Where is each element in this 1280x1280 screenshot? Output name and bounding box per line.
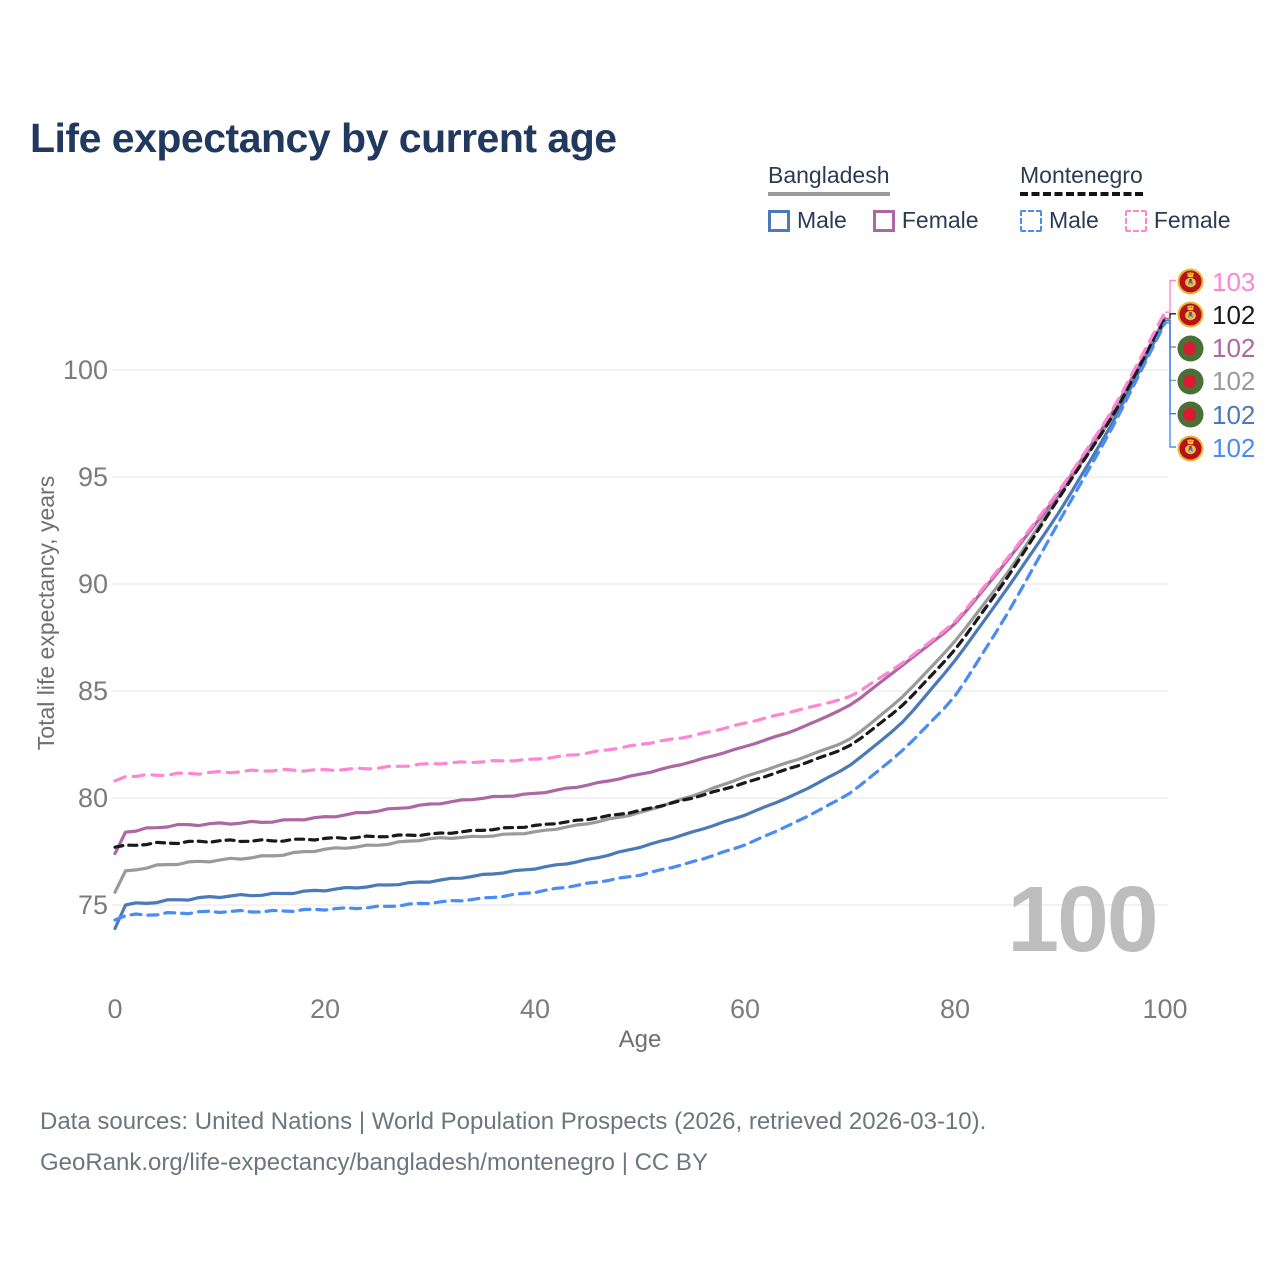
end-label-row: 102 (1177, 400, 1255, 430)
bangladesh-flag-icon (1177, 368, 1204, 395)
y-tick-label: 80 (77, 783, 108, 813)
legend-group-montenegro: Montenegro Male Female (1020, 162, 1231, 234)
end-value: 102 (1212, 333, 1256, 364)
x-tick-label: 60 (729, 994, 761, 1024)
legend-label: Female (901, 207, 979, 233)
end-value: 102 (1212, 399, 1256, 430)
x-tick-label: 0 (107, 994, 123, 1024)
line-swatch-icon (1124, 209, 1147, 232)
x-tick-label: 20 (309, 994, 341, 1024)
montenegro-flag-icon (1177, 435, 1204, 462)
leader-line (1165, 320, 1176, 415)
leader-line (1165, 279, 1176, 313)
end-value: 103 (1212, 266, 1256, 297)
series-line-bgd_female (113, 317, 1167, 856)
x-axis-title: Age (618, 1026, 662, 1053)
bangladesh-flag-icon (1177, 401, 1204, 428)
series-line-mne_total (113, 317, 1167, 849)
y-tick-label: 100 (62, 355, 108, 385)
leader-line (1165, 313, 1176, 320)
y-tick-label: 85 (77, 676, 108, 706)
series-line-bgd_male (113, 319, 1167, 931)
series-line-mne_male (113, 321, 1167, 922)
legend-items-montenegro: Male Female (1020, 207, 1231, 234)
leader-line (1165, 319, 1176, 382)
legend-item-bangladesh-female[interactable]: Female (872, 207, 979, 234)
line-swatch-icon (1020, 209, 1042, 232)
end-label-row: 102 (1177, 333, 1255, 363)
legend-item-montenegro-male[interactable]: Male (1020, 207, 1099, 234)
y-tick-label: 75 (77, 890, 108, 920)
line-swatch-icon (872, 209, 895, 232)
legend-label: Male (797, 207, 847, 233)
end-value: 102 (1212, 366, 1256, 397)
data-sources-text: Data sources: United Nations | World Pop… (40, 1108, 987, 1135)
y-tick-label: 95 (77, 462, 108, 492)
series-line-bgd_total (113, 318, 1167, 894)
attribution-text: GeoRank.org/life-expectancy/bangladesh/m… (40, 1149, 708, 1176)
leader-line (1165, 317, 1176, 348)
legend-item-bangladesh-male[interactable]: Male (768, 207, 847, 234)
end-label-row: 102 (1177, 300, 1255, 330)
end-label-row: 102 (1177, 366, 1255, 396)
legend-label: Female (1153, 207, 1231, 233)
line-swatch-icon (768, 209, 790, 232)
montenegro-flag-icon (1177, 301, 1204, 328)
legend-country-bangladesh: Bangladesh (768, 162, 890, 196)
y-tick-label: 90 (77, 569, 108, 599)
end-value: 102 (1212, 299, 1256, 330)
legend-item-montenegro-female[interactable]: Female (1124, 207, 1231, 234)
x-tick-label: 40 (519, 994, 551, 1024)
legend-label: Male (1049, 207, 1099, 233)
end-label-row: 102 (1177, 433, 1255, 463)
end-label-row: 103 (1177, 267, 1255, 297)
end-value: 102 (1212, 433, 1256, 463)
bangladesh-flag-icon (1177, 335, 1204, 362)
montenegro-flag-icon (1177, 268, 1204, 295)
legend-items-bangladesh: Male Female (768, 207, 979, 234)
legend-group-bangladesh: Bangladesh Male Female (768, 162, 979, 234)
page-title: Life expectancy by current age (30, 115, 617, 162)
series-line-mne_female (113, 310, 1167, 783)
legend-country-montenegro: Montenegro (1020, 162, 1143, 196)
x-tick-label: 100 (1142, 994, 1188, 1024)
x-tick-label: 80 (939, 994, 971, 1024)
age-counter-watermark: 100 (1007, 867, 1156, 971)
leader-line (1165, 322, 1176, 448)
